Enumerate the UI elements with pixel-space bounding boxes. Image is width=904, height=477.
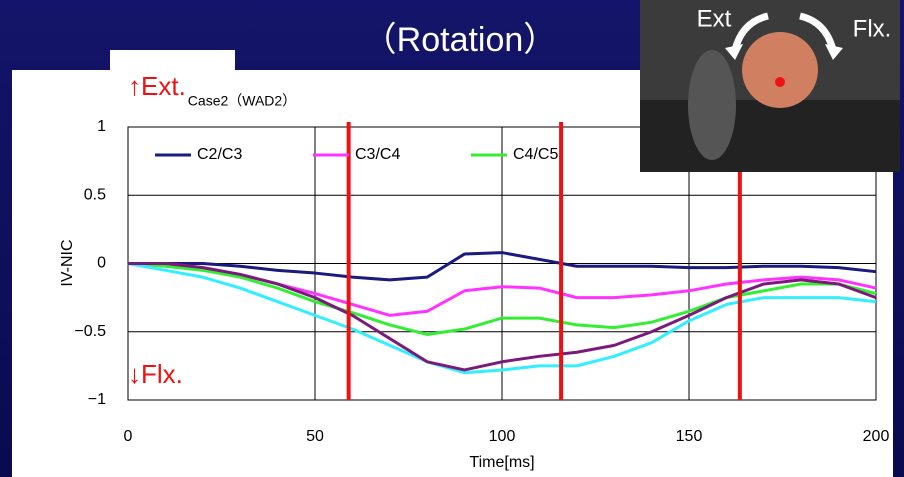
chart-title: Case2（WAD2） — [188, 93, 296, 109]
annotation: ↑Ext. — [128, 71, 186, 101]
y-tick-label: −1 — [88, 391, 106, 408]
photo-label: Ext — [697, 5, 732, 32]
photo-shape — [640, 100, 900, 172]
legend-label: C2/C3 — [197, 146, 242, 163]
photo: Ext Flx. — [640, 0, 900, 172]
series-line — [127, 262, 877, 375]
arrow — [825, 44, 843, 60]
annotation: ↓Flx. — [128, 359, 183, 389]
series-line — [128, 262, 877, 372]
photo-shape — [688, 50, 736, 160]
y-tick-label: −0.5 — [74, 323, 106, 340]
y-tick-label: 0.5 — [84, 186, 106, 203]
y-axis-label: IV-NIC — [59, 239, 76, 286]
series-line — [128, 251, 877, 282]
y-tick-label: 1 — [97, 118, 106, 135]
chart-panel-tab — [110, 50, 235, 72]
arrow — [725, 44, 743, 60]
x-tick-label: 150 — [676, 428, 703, 445]
x-tick-label: 0 — [124, 428, 133, 445]
x-tick-label: 50 — [306, 428, 324, 445]
photo-shape — [775, 77, 785, 87]
y-tick-label: 0 — [97, 255, 106, 272]
x-axis-label: Time[ms] — [469, 454, 534, 471]
legend-label: C4/C5 — [513, 146, 558, 163]
slide-title: （Rotation） — [363, 21, 558, 59]
x-tick-label: 100 — [489, 428, 516, 445]
plot: −1 −0.5 0 0.5 1 0 50 100 150 200 C2/C3 C3/C4 C4/C5 — [74, 118, 889, 445]
legend-label: C3/C4 — [355, 146, 400, 163]
photo-label: Flx. — [853, 15, 892, 42]
x-tick-label: 200 — [863, 428, 890, 445]
series-line — [127, 262, 877, 336]
photo-shape — [742, 32, 818, 108]
